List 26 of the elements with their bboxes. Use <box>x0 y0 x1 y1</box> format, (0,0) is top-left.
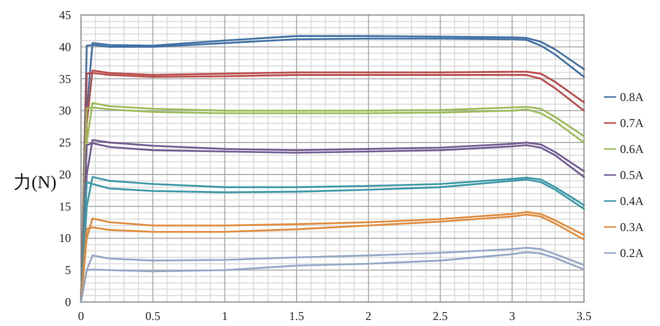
legend-label: 0.7A <box>620 116 644 130</box>
x-tick-label: 3.5 <box>576 309 592 323</box>
x-tick-label: 2 <box>365 309 372 323</box>
legend-label: 0.3A <box>620 220 644 234</box>
legend-label: 0.8A <box>620 90 644 104</box>
y-tick-label: 20 <box>59 167 71 182</box>
legend-label: 0.2A <box>620 246 644 260</box>
x-tick-label: 0 <box>78 309 84 323</box>
legend-label: 0.6A <box>620 142 644 156</box>
y-tick-label: 35 <box>59 72 71 86</box>
y-tick-label: 15 <box>59 199 71 214</box>
y-tick-label: 0 <box>65 295 71 309</box>
legend-label: 0.4A <box>620 194 644 208</box>
x-tick-label: 2.5 <box>432 309 448 323</box>
x-tick-label: 1 <box>222 309 228 323</box>
y-tick-label: 10 <box>59 231 71 246</box>
y-tick-label: 25 <box>59 136 71 150</box>
y-axis-title: 力(N) <box>14 172 56 192</box>
y-tick-label: 40 <box>59 40 71 54</box>
x-tick-label: 1.5 <box>289 309 304 323</box>
x-tick-label: 0.5 <box>145 309 160 323</box>
x-tick-label: 3 <box>509 309 516 323</box>
y-tick-label: 5 <box>65 263 71 278</box>
legend-label: 0.5A <box>620 168 644 182</box>
y-tick-label: 45 <box>59 8 71 22</box>
y-tick-label: 30 <box>59 104 71 118</box>
